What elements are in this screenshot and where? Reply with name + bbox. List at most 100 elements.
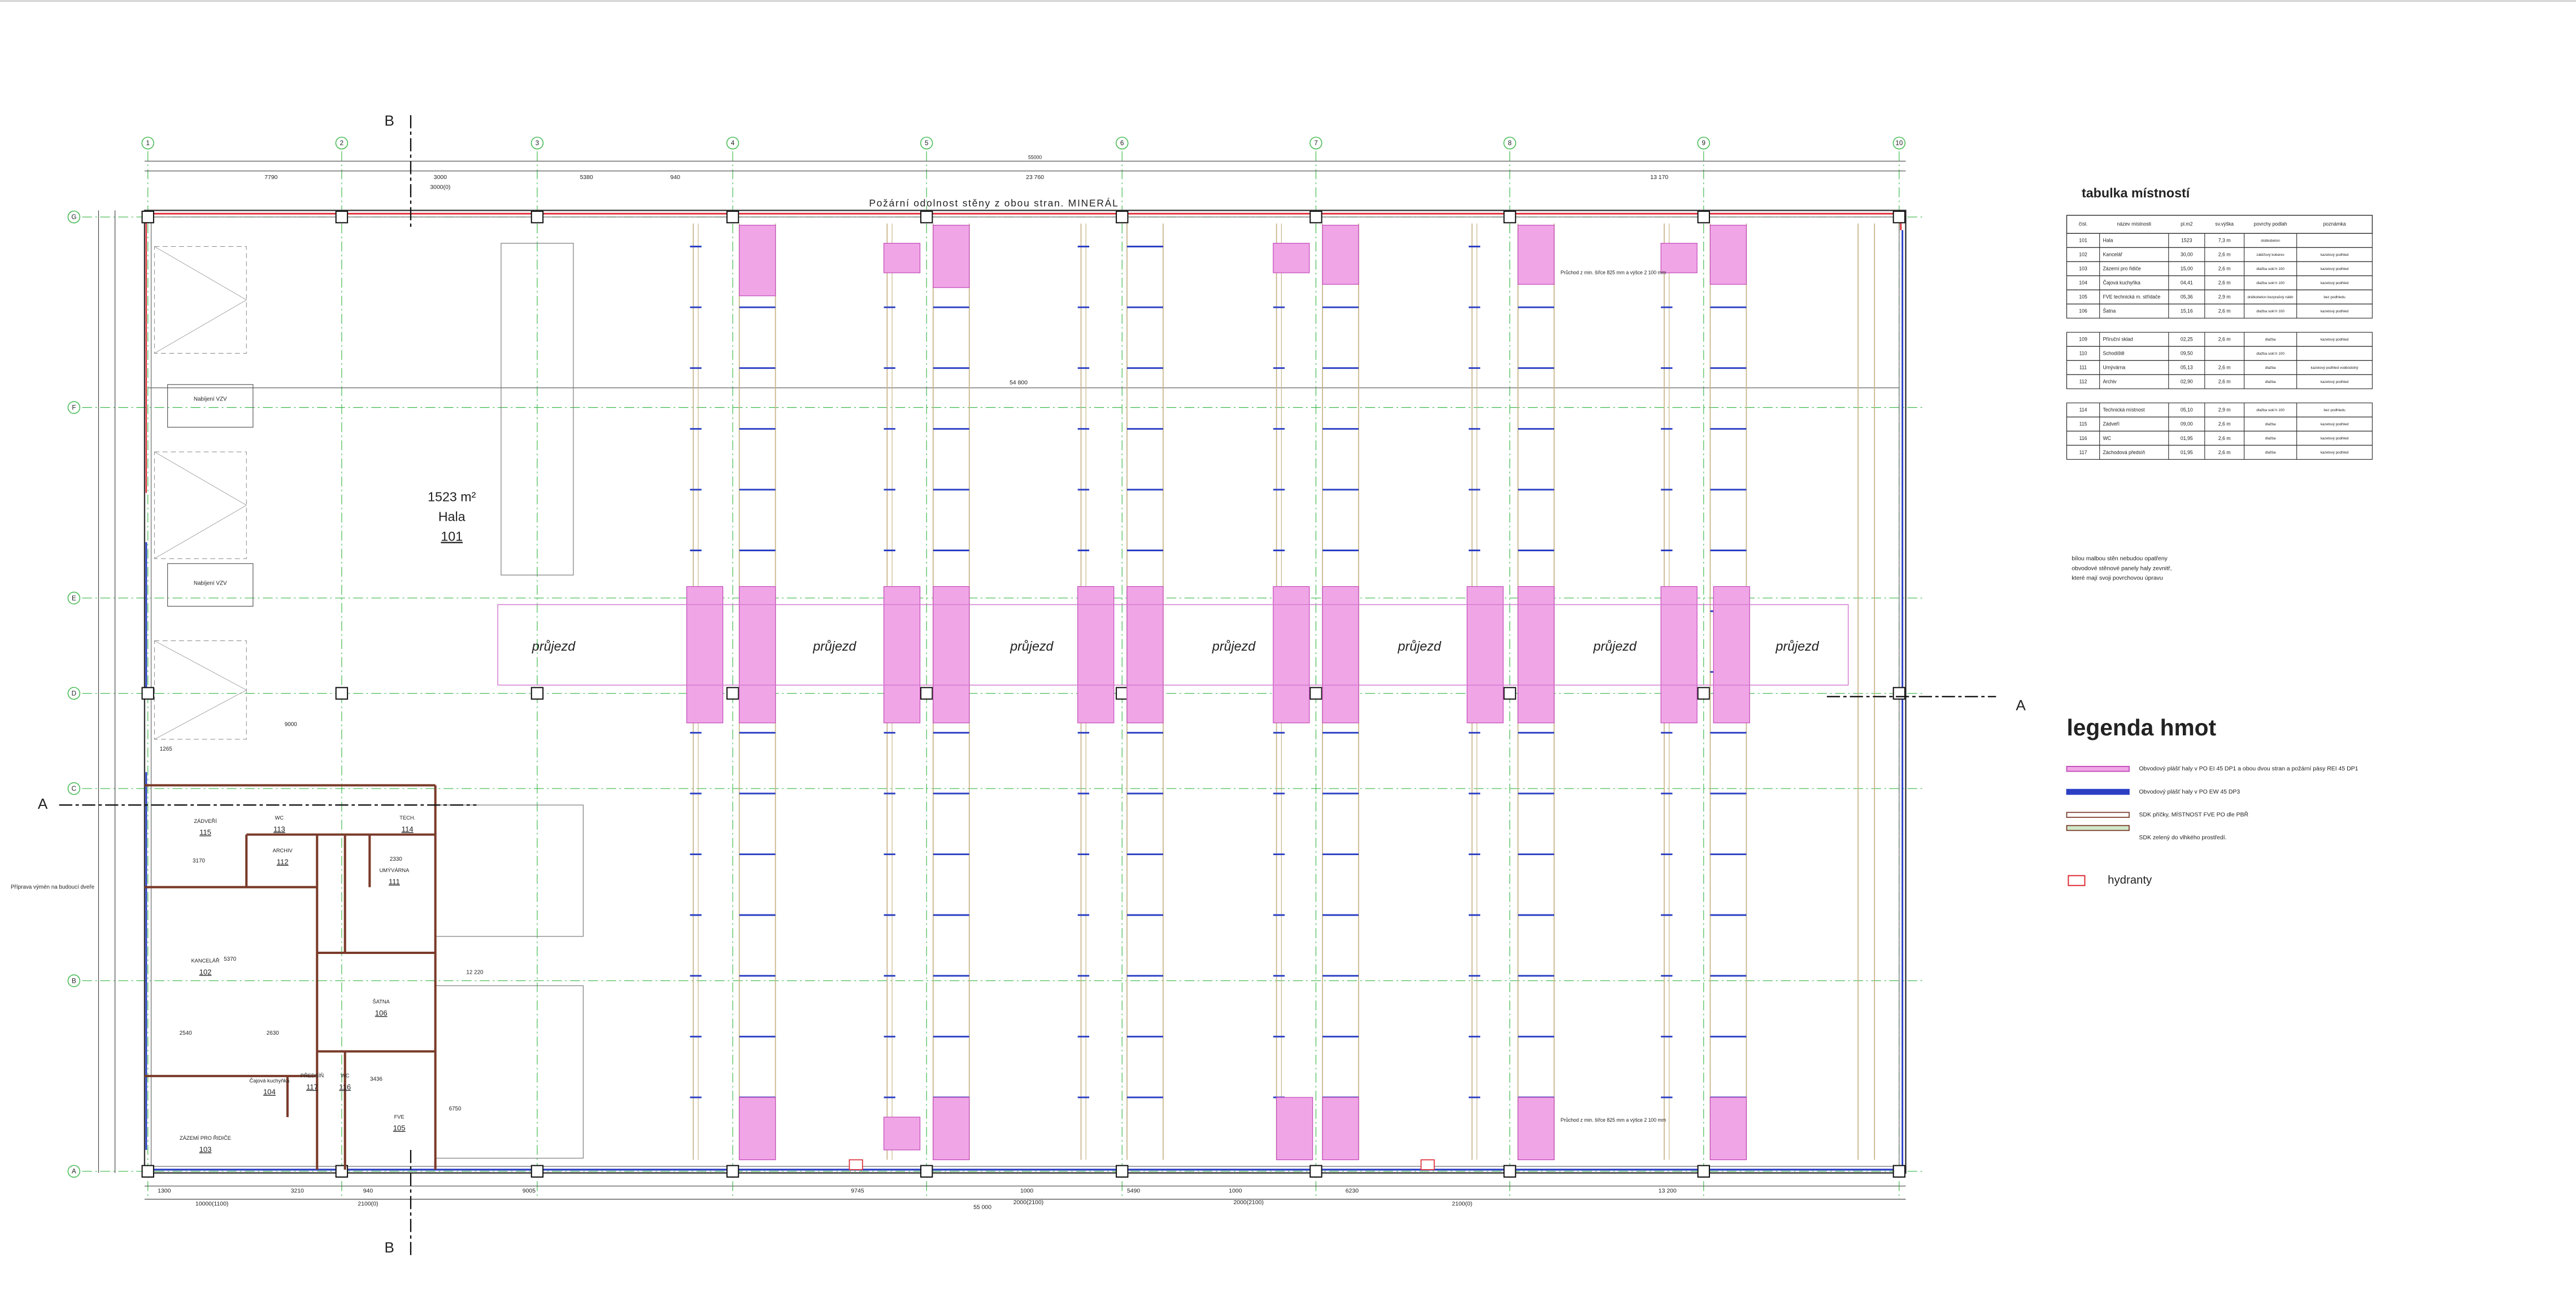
legend-item: hydranty	[2108, 874, 2152, 886]
grid-label: 3	[536, 140, 539, 147]
legend-item: Obvodový plášť haly v PO EI 45 DP1 a obo…	[2139, 766, 2358, 772]
table-cell: 102	[2079, 252, 2087, 258]
column	[530, 1165, 544, 1178]
grid-bubble	[1309, 137, 1322, 150]
grid-bubble	[67, 401, 81, 414]
table-cell: bez podhledu	[2323, 408, 2346, 412]
table-cell: Zádveří	[2103, 421, 2120, 427]
column	[141, 1165, 154, 1178]
room-name: ARCHIV	[273, 848, 293, 853]
room-number: 103	[199, 1145, 212, 1153]
dimension: 2540	[180, 1030, 192, 1036]
table-cell: 2,6 m	[2218, 308, 2231, 314]
dimension: 3000(0)	[430, 185, 450, 191]
grid-bubble	[67, 210, 81, 224]
table-cell: 2,9 m	[2218, 294, 2231, 300]
table-cell: 103	[2079, 266, 2087, 272]
dimension: 10000(1100)	[195, 1201, 229, 1208]
table-cell: WC	[2103, 435, 2111, 441]
dimension: 6750	[449, 1106, 462, 1112]
table-cell: 2,6 m	[2218, 337, 2231, 342]
passage-band	[497, 604, 1849, 686]
table-cell: 2,6 m	[2218, 421, 2231, 427]
room-number: 102	[199, 968, 212, 976]
fire-strip	[1322, 225, 1359, 285]
legend-item: SDK zelený do vlhkého prostředí.	[2139, 835, 2226, 841]
grid-label: 1	[146, 140, 150, 147]
grid-bubble	[726, 137, 739, 150]
column	[920, 1165, 933, 1178]
dimension: 940	[671, 175, 681, 181]
grid-bubble	[1503, 137, 1516, 150]
fire-strip	[1273, 243, 1310, 273]
dimension: 9745	[851, 1188, 864, 1194]
grid-bubble	[67, 1165, 81, 1178]
table-cell: 2,6 m	[2218, 266, 2231, 272]
zone-dashed	[154, 246, 247, 354]
fire-strip	[1517, 586, 1555, 724]
table-cell: 09,00	[2181, 421, 2193, 427]
column	[1309, 210, 1322, 224]
table-cell: 117	[2079, 450, 2087, 455]
passage-label: průjezd	[1212, 639, 1256, 653]
side-note: Průchod z min. šířce 825 mm a výšce 2 10…	[1561, 1117, 1666, 1123]
table-cell: kazetový podhled	[2321, 338, 2349, 342]
fire-strip	[1709, 225, 1747, 285]
fire-strip	[686, 586, 724, 724]
dimension: 2330	[390, 856, 402, 862]
passage-label: průjezd	[1775, 639, 1819, 653]
legend-item: SDK příčky, MÍSTNOST FVE PO dle PBŘ	[2139, 810, 2248, 818]
table-cell: kazetový podhled	[2321, 310, 2349, 313]
table-cell: 105	[2079, 294, 2087, 300]
fire-strip	[933, 1097, 970, 1161]
table-cell: 15,00	[2181, 266, 2193, 272]
fire-strip	[739, 586, 776, 724]
fire-strip	[1273, 586, 1310, 724]
room-number: 114	[402, 825, 414, 833]
grid-label: 8	[1508, 140, 1511, 147]
table-cell: 2,9 m	[2218, 407, 2231, 413]
grid-bubble	[1892, 137, 1906, 150]
table-cell: dlažba	[2265, 338, 2276, 342]
dimension: 23 760	[1026, 175, 1044, 181]
fire-strip	[884, 243, 921, 273]
fire-strip	[1660, 586, 1698, 724]
column	[1892, 687, 1906, 700]
room-number: 112	[277, 858, 289, 866]
storage-zone	[501, 243, 574, 576]
table-cell: 30,00	[2181, 252, 2193, 258]
zone-diag	[154, 505, 247, 559]
passage-label: průjezd	[1009, 639, 1054, 653]
table-header-cell: název místnosti	[2117, 221, 2151, 227]
legend-title: legenda hmot	[2066, 714, 2216, 740]
building-outline	[143, 210, 1907, 1174]
dimension: 6230	[1346, 1188, 1359, 1194]
zone-diag	[154, 246, 247, 300]
note: bílou malbou stěn nebudou opatřeny	[2072, 556, 2168, 562]
dimension: 55000	[1028, 155, 1042, 160]
table-cell: 02,25	[2181, 337, 2193, 342]
side-note: Průchod z min. šířce 825 mm a výšce 2 10…	[1561, 269, 1666, 275]
fire-strip	[739, 225, 776, 297]
grid-label: C	[72, 785, 76, 792]
section-mark: B	[385, 112, 394, 129]
room-name: TECH.	[399, 815, 415, 821]
dimension: 7790	[264, 175, 277, 181]
table-cell: 05,13	[2181, 365, 2193, 371]
room-number: 117	[306, 1083, 318, 1091]
table-header-cell: pl.m2	[2181, 221, 2192, 227]
column	[335, 687, 349, 700]
legend-item: Obvodový plášť haly v PO EW 45 DP3	[2139, 789, 2240, 795]
table-cell: kazetový podhled	[2321, 267, 2349, 271]
grid-label: E	[72, 595, 76, 602]
dimension: 940	[363, 1188, 373, 1194]
fire-strip	[1322, 586, 1359, 724]
table-cell: Technická místnost	[2103, 407, 2145, 413]
grid-label: 4	[731, 140, 735, 147]
hall-number: 101	[441, 529, 463, 543]
table-cell: 02,90	[2181, 379, 2193, 385]
zone-diag	[154, 451, 247, 506]
table-cell: 111	[2079, 365, 2087, 371]
fire-strip	[933, 225, 970, 288]
table-cell: Čajová kuchyňka	[2103, 280, 2140, 286]
